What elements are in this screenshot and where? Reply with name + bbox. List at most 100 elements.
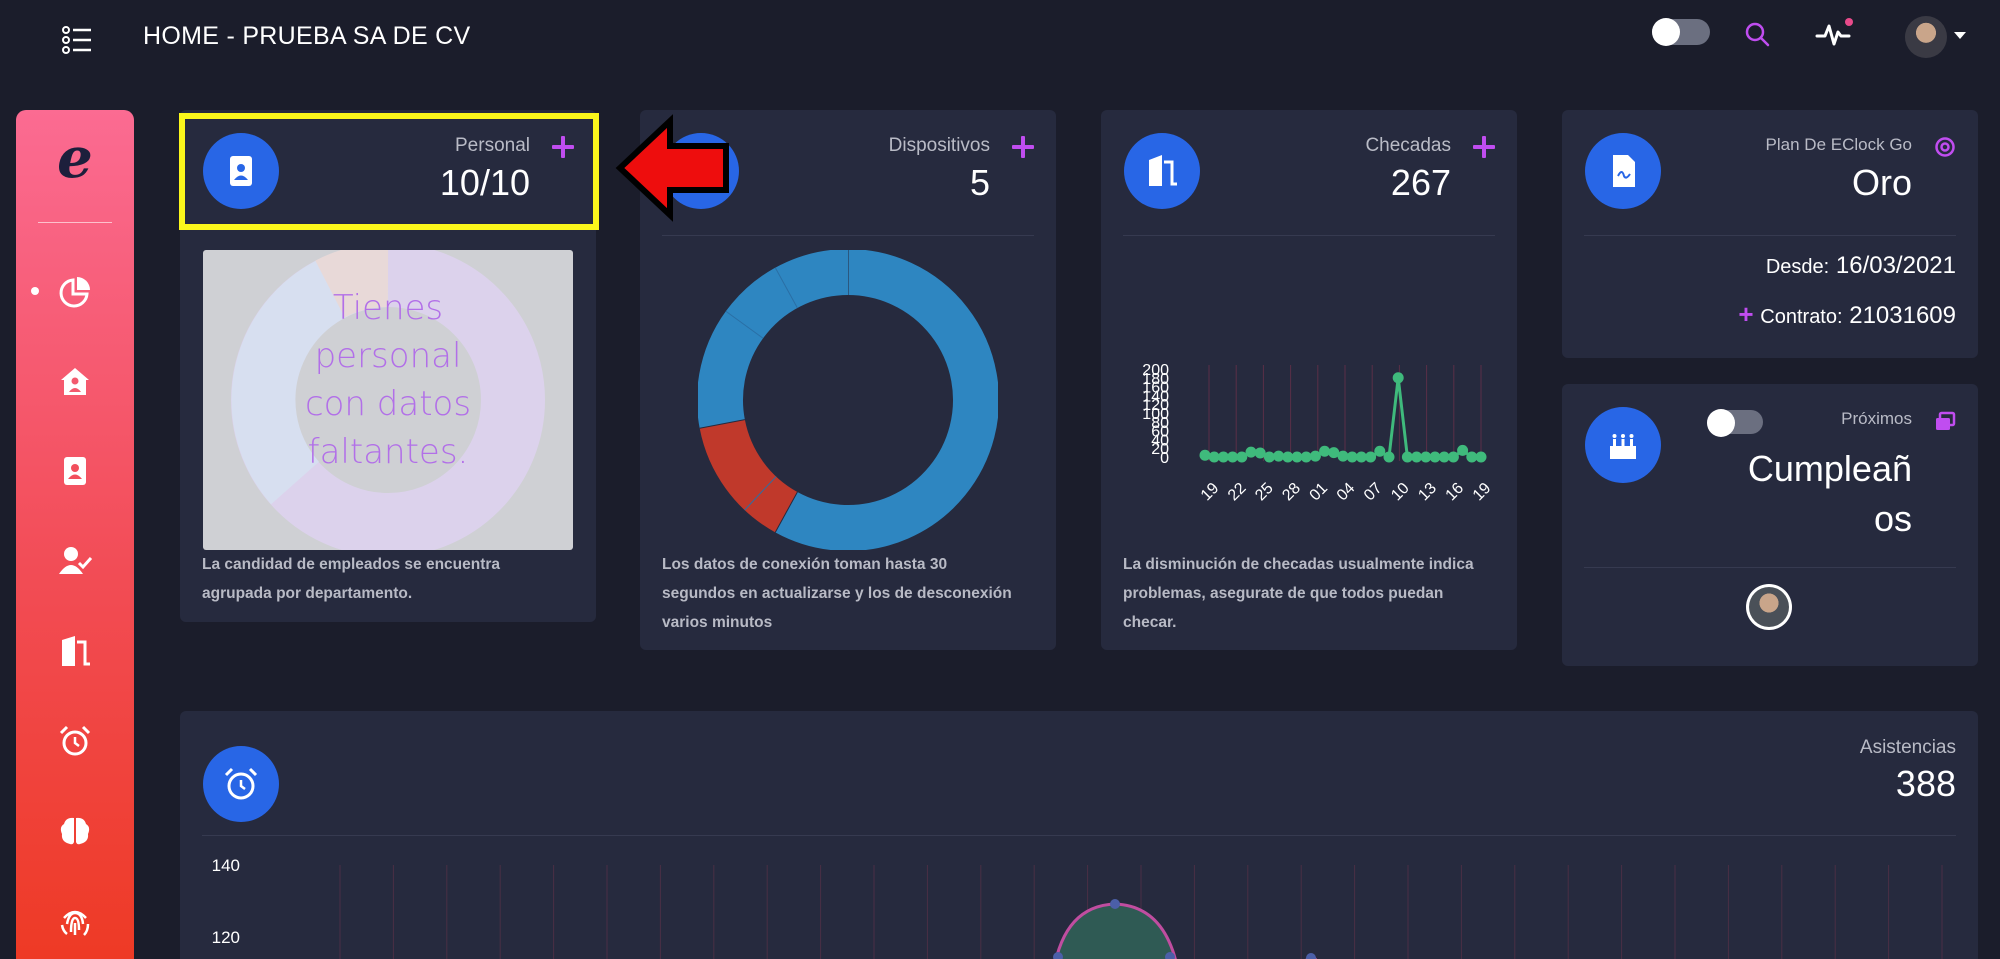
checadas-value: 267 xyxy=(1390,162,1451,203)
value-line: Cumpleañ xyxy=(1747,448,1912,489)
data-point xyxy=(1447,451,1459,463)
data-point xyxy=(1466,451,1478,463)
since-label: Desde: xyxy=(1765,256,1830,278)
sidebar-item-brain[interactable] xyxy=(54,810,96,852)
chevron-down-icon[interactable] xyxy=(1954,32,1966,39)
plan-label: Plan De EClock Go xyxy=(1765,135,1912,154)
note-line: La candidad de empleados se encuentra xyxy=(202,556,501,573)
y-tick-label: 120 xyxy=(212,928,240,947)
note-line: segundos en actualizarse y los de descon… xyxy=(662,585,1012,602)
brand-logo[interactable]: e xyxy=(57,125,93,191)
data-point xyxy=(1053,952,1063,959)
data-point xyxy=(1273,450,1285,462)
search-icon[interactable] xyxy=(1742,19,1772,49)
card-divider xyxy=(662,235,1034,236)
card-checadas: Checadas 267 200 180 160 140 120 100 80 60 40 20 0… xyxy=(1101,110,1517,650)
note-line: problemas, asegurate de que todos puedan xyxy=(1123,585,1444,602)
personal-label: Personal xyxy=(455,135,530,156)
data-point xyxy=(1227,451,1239,463)
contact-book-icon xyxy=(230,156,252,186)
sidebar-item-fingerprint[interactable] xyxy=(54,900,96,942)
sidebar-item-home[interactable] xyxy=(54,360,96,402)
data-point xyxy=(1208,451,1220,463)
y-tick-label: 140 xyxy=(212,856,240,875)
sidebar-item-door[interactable] xyxy=(54,630,96,672)
series-line xyxy=(1204,377,1481,460)
data-point xyxy=(1411,451,1423,463)
data-point xyxy=(1374,445,1386,457)
note-line: checar. xyxy=(1123,614,1177,631)
red-arrow-annotation xyxy=(615,114,729,222)
data-point xyxy=(1438,451,1450,463)
add-device-button[interactable] xyxy=(1012,136,1034,158)
data-point xyxy=(1282,451,1294,463)
data-point xyxy=(1110,899,1120,909)
slice-border xyxy=(725,310,764,339)
donut-slice xyxy=(699,418,799,533)
warning-line: con datos xyxy=(304,384,472,424)
theme-toggle[interactable] xyxy=(1652,18,1710,46)
data-point xyxy=(1429,451,1441,463)
document-icon xyxy=(1613,155,1635,187)
y-tick-label: 200 xyxy=(1142,362,1169,379)
add-checada-button[interactable] xyxy=(1473,136,1495,158)
activity-button[interactable] xyxy=(1815,18,1855,50)
value-line: os xyxy=(1873,498,1912,539)
series-area xyxy=(1054,902,1177,959)
asistencias-label: Asistencias xyxy=(1859,737,1956,758)
card-divider xyxy=(1584,235,1956,236)
asistencias-line-chart: 140 120 xyxy=(212,856,1943,959)
sidebar-item-alarm[interactable] xyxy=(54,720,96,762)
y-tick-label: 20 xyxy=(1151,441,1169,458)
card-plan: Plan De EClock Go Oro Desde: 16/03/2021 … xyxy=(1562,110,1978,358)
contract-label: Contrato: xyxy=(1760,306,1843,328)
active-indicator xyxy=(31,287,39,295)
missing-data-warning: Tienes personal con datos faltantes. xyxy=(203,284,573,476)
checadas-icon-badge xyxy=(1124,133,1200,209)
personal-icon-badge xyxy=(203,133,279,209)
since-value: 16/03/2021 xyxy=(1835,252,1956,279)
sidebar-item-dashboard[interactable] xyxy=(54,271,96,313)
user-avatar[interactable] xyxy=(1905,16,1947,58)
data-point xyxy=(1236,451,1248,463)
birthday-icon-badge xyxy=(1585,407,1661,483)
data-point xyxy=(1217,451,1229,463)
personal-value: 10/10 xyxy=(439,162,530,203)
data-point xyxy=(1355,451,1367,463)
y-tick-label: 40 xyxy=(1151,432,1169,449)
data-point xyxy=(1420,451,1432,463)
slice-border xyxy=(744,476,777,511)
y-tick-label: 160 xyxy=(1142,380,1169,397)
data-point xyxy=(1365,451,1377,463)
birthday-avatar[interactable] xyxy=(1746,584,1792,630)
data-point xyxy=(1401,451,1413,463)
sidebar-item-employee-check[interactable] xyxy=(54,540,96,582)
slice-border xyxy=(774,267,798,309)
data-point xyxy=(1457,444,1469,456)
sidebar-item-contacts[interactable] xyxy=(54,450,96,492)
top-bar: HOME - PRUEBA SA DE CV xyxy=(0,0,2000,78)
pulse-icon xyxy=(1815,24,1851,46)
data-point xyxy=(1383,451,1395,463)
door-icon xyxy=(62,636,90,666)
x-tick-label: 07 xyxy=(1361,480,1386,505)
add-personal-button[interactable] xyxy=(552,136,574,158)
sidebar-divider xyxy=(38,222,112,223)
checadas-label: Checadas xyxy=(1365,135,1451,156)
personal-warning-panel: Tienes personal con datos faltantes. xyxy=(203,250,573,550)
checadas-note: La disminución de checadas usualmente in… xyxy=(1123,550,1513,637)
card-divider xyxy=(1584,567,1956,568)
contract-value: 21031609 xyxy=(1849,302,1956,329)
personal-donut xyxy=(231,250,545,550)
birthdays-toggle[interactable] xyxy=(1707,409,1763,437)
card-birthdays: Próximos Cumpleañ os xyxy=(1562,384,1978,666)
lifebuoy-icon[interactable] xyxy=(1934,136,1956,158)
menu-icon[interactable] xyxy=(60,23,94,57)
windows-icon[interactable] xyxy=(1934,411,1956,433)
alarm-clock-icon xyxy=(224,767,258,800)
highlight-box xyxy=(179,113,599,230)
pie-chart-icon xyxy=(59,277,90,308)
warning-line: faltantes. xyxy=(307,432,469,472)
data-point xyxy=(1328,447,1340,459)
